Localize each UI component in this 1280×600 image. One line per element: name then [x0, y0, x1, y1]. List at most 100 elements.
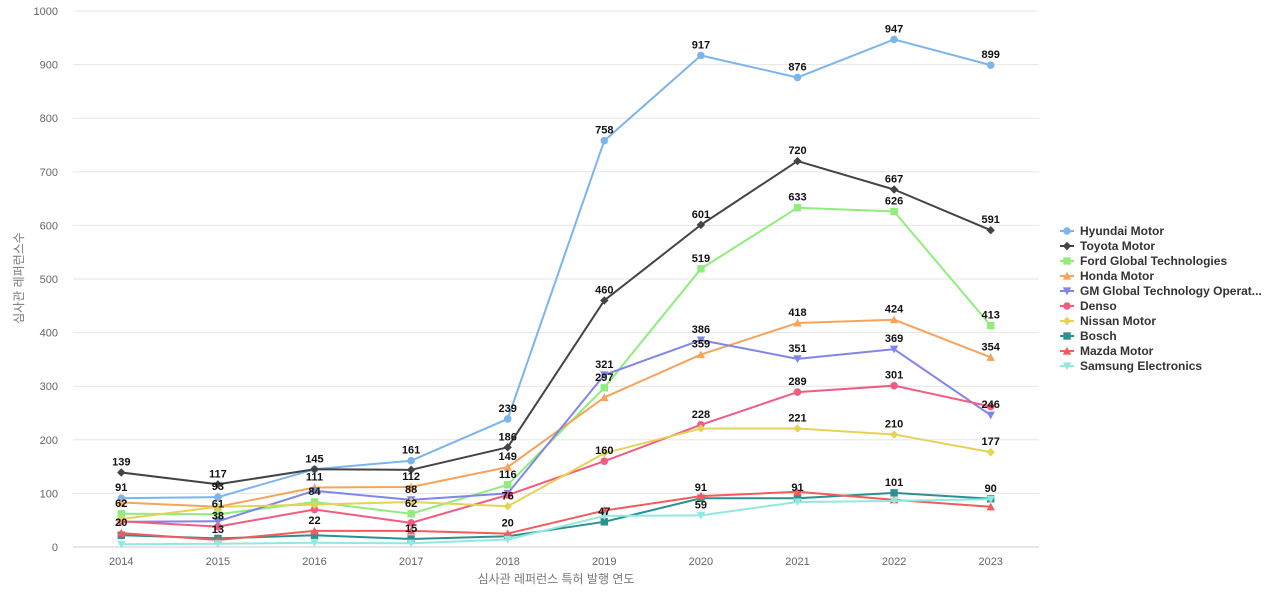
data-label: 111: [306, 472, 323, 484]
legend-label: GM Global Technology Operat...: [1080, 284, 1262, 298]
data-point: [117, 528, 126, 537]
data-label: 91: [115, 482, 127, 494]
legend-label: Mazda Motor: [1080, 344, 1154, 358]
data-label: 84: [308, 486, 321, 498]
legend-item: Denso: [1060, 299, 1117, 313]
data-label: 289: [788, 376, 806, 388]
data-point: [310, 526, 319, 535]
data-point: [793, 487, 802, 496]
legend-marker: [1063, 227, 1071, 235]
data-point: [117, 540, 126, 549]
data-point: [503, 535, 512, 544]
data-point: [696, 350, 706, 359]
data-label: 601: [692, 209, 710, 221]
series: [117, 495, 995, 549]
data-point: [696, 424, 706, 433]
data-point: [407, 510, 415, 518]
data-point: [117, 468, 126, 477]
data-point: [406, 526, 416, 535]
data-label: 93: [212, 481, 224, 493]
data-label: 13: [212, 524, 224, 536]
data-point: [889, 315, 899, 324]
data-point: [600, 384, 608, 392]
data-point: [503, 529, 512, 538]
data-label: 101: [885, 477, 903, 489]
legend-marker: [1062, 271, 1072, 280]
data-point: [697, 265, 705, 273]
data-label: 917: [692, 39, 710, 51]
legend-item: GM Global Technology Operat...: [1060, 284, 1262, 298]
legend-label: Denso: [1080, 299, 1117, 313]
legend-item: Honda Motor: [1060, 269, 1154, 283]
data-point: [793, 156, 802, 166]
y-tick-label: 0: [52, 542, 58, 554]
data-label: 667: [885, 173, 903, 185]
data-point: [600, 393, 609, 402]
data-label: 160: [595, 445, 613, 457]
x-tick-label: 2019: [592, 556, 616, 568]
series-line: [121, 206, 992, 516]
data-point: [406, 497, 416, 507]
series: [117, 204, 995, 519]
legend-label: Samsung Electronics: [1080, 359, 1202, 373]
series-layer: [117, 35, 995, 549]
data-point: [986, 495, 995, 504]
data-point: [697, 51, 705, 60]
data-label: 20: [502, 518, 514, 530]
x-tick-label: 2014: [109, 556, 133, 568]
data-point: [310, 531, 319, 539]
data-point: [600, 506, 609, 515]
data-point: [889, 185, 899, 194]
series-line: [121, 490, 991, 542]
data-label: 210: [885, 418, 903, 430]
legend-marker: [1062, 346, 1072, 355]
legend-marker: [1063, 257, 1071, 265]
legend-label: Nissan Motor: [1080, 314, 1156, 328]
y-tick-label: 100: [40, 488, 58, 500]
data-point: [503, 415, 512, 423]
legend-item: Ford Global Technologies: [1060, 254, 1227, 268]
data-label: 90: [985, 483, 997, 495]
data-label: 76: [502, 490, 514, 502]
data-point: [600, 136, 609, 145]
x-tick-label: 2018: [495, 556, 519, 568]
legend-item: Nissan Motor: [1060, 314, 1156, 328]
data-label: 947: [885, 23, 903, 35]
y-tick-label: 300: [40, 381, 58, 393]
data-label: 145: [305, 453, 323, 465]
legend-marker: [1062, 241, 1072, 251]
y-tick-label: 1000: [34, 6, 58, 18]
y-tick-label: 700: [40, 167, 58, 179]
data-label: 91: [695, 482, 707, 494]
series-line: [121, 318, 992, 508]
data-point: [213, 480, 223, 489]
data-label: 519: [692, 253, 710, 265]
x-axis: 2014 2015 2016 2017 2018 2019 2020 2021 2022 2023: [109, 556, 1003, 568]
data-label: 297: [595, 372, 613, 384]
legend-item: Bosch: [1060, 329, 1117, 343]
data-label: 301: [885, 370, 903, 382]
data-point: [310, 539, 319, 547]
data-point: [889, 497, 899, 506]
data-point: [600, 512, 609, 521]
data-point: [117, 494, 126, 503]
data-point: [600, 371, 609, 380]
data-point: [793, 355, 802, 364]
data-point: [793, 204, 802, 212]
data-point: [406, 482, 416, 491]
data-label: 38: [212, 511, 224, 523]
data-label: 359: [692, 339, 710, 351]
data-label: 177: [982, 436, 1000, 448]
data-point: [986, 447, 995, 457]
data-point: [986, 353, 995, 361]
data-point: [600, 457, 609, 466]
data-label: 418: [788, 307, 806, 319]
legend-item: Hyundai Motor: [1060, 224, 1164, 238]
data-point: [310, 487, 319, 495]
legend-item: Mazda Motor: [1060, 344, 1154, 358]
data-point: [117, 510, 125, 518]
x-tick-label: 2015: [206, 556, 230, 568]
data-label: 20: [115, 517, 127, 529]
